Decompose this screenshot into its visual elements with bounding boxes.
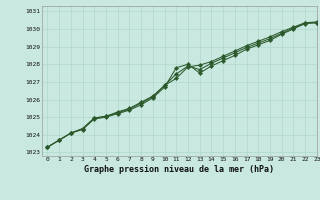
X-axis label: Graphe pression niveau de la mer (hPa): Graphe pression niveau de la mer (hPa) (84, 165, 274, 174)
